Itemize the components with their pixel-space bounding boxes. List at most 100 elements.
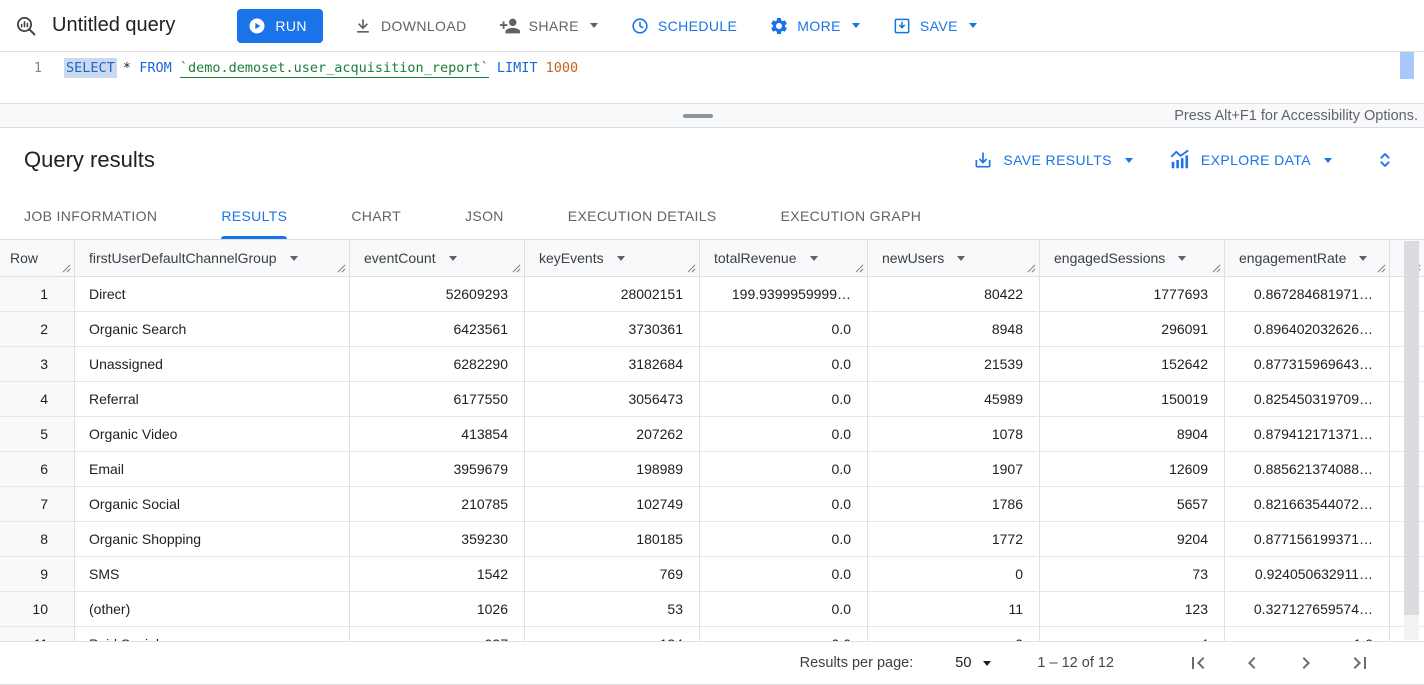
chevron-down-icon <box>1324 157 1332 163</box>
table-cell: Organic Social <box>75 487 350 521</box>
table-row[interactable]: 3 Unassigned 6282290 3182684 0.0 21539 152642 0… <box>0 347 1424 382</box>
share-button[interactable]: SHARE <box>489 8 608 44</box>
table-row[interactable]: 2 Organic Search 6423561 3730361 0.0 8948 2960… <box>0 312 1424 347</box>
tab-execution-graph[interactable]: EXECUTION GRAPH <box>780 207 922 224</box>
more-button[interactable]: MORE <box>759 8 870 44</box>
column-header-engagedsessions[interactable]: engagedSessions <box>1040 240 1225 276</box>
table-cell: 102749 <box>525 487 700 521</box>
download-button-label: DOWNLOAD <box>380 17 467 34</box>
table-scrollbar-thumb[interactable] <box>1404 241 1419 615</box>
panel-splitter[interactable]: Press Alt+F1 for Accessibility Options. <box>0 104 1424 128</box>
table-cell: 28002151 <box>525 277 700 311</box>
table-row[interactable]: 10 (other) 1026 53 0.0 11 123 0.327127659574… <box>0 592 1424 627</box>
column-label: eventCount <box>364 250 436 266</box>
column-resize-grip-icon[interactable] <box>687 264 696 273</box>
column-menu-icon[interactable] <box>448 255 457 261</box>
table-cell: 1777693 <box>1040 277 1225 311</box>
table-cell: Email <box>75 452 350 486</box>
column-resize-grip-icon[interactable] <box>1377 264 1386 273</box>
column-header-row[interactable]: Row <box>0 240 75 276</box>
editor-scrollbar-thumb[interactable] <box>1400 52 1414 79</box>
column-header-totalrevenue[interactable]: totalRevenue <box>700 240 868 276</box>
drag-handle-icon[interactable] <box>682 113 713 118</box>
column-header-newusers[interactable]: newUsers <box>868 240 1040 276</box>
table-row[interactable]: 11Paid Social9371340.0041.0 <box>0 627 1424 641</box>
next-page-button[interactable] <box>1294 651 1318 675</box>
table-row[interactable]: 5 Organic Video 413854 207262 0.0 1078 8904 0.8… <box>0 417 1424 452</box>
table-cell: 0.0 <box>700 312 868 346</box>
table-cell: Organic Search <box>75 312 350 346</box>
schedule-button[interactable]: SCHEDULE <box>620 8 747 44</box>
code-line[interactable]: SELECT * FROM `demo.demoset.user_acquisi… <box>50 52 578 103</box>
more-button-label: MORE <box>797 17 841 34</box>
column-menu-icon[interactable] <box>957 255 966 261</box>
column-resize-grip-icon[interactable] <box>512 264 521 273</box>
collapse-results-button[interactable] <box>1372 147 1398 173</box>
sql-keyword-select: SELECT <box>66 60 115 76</box>
table-cell: 198989 <box>525 452 700 486</box>
column-menu-icon[interactable] <box>289 255 298 261</box>
page-size-select[interactable]: 50 <box>955 655 992 671</box>
table-row[interactable]: 9 SMS 1542 769 0.0 0 73 0.924050632911… <box>0 557 1424 592</box>
column-menu-icon[interactable] <box>1359 255 1368 261</box>
column-resize-grip-icon[interactable] <box>1212 264 1221 273</box>
explore-data-label: EXPLORE DATA <box>1200 152 1311 168</box>
table-cell: 1907 <box>868 452 1040 486</box>
tab-results[interactable]: RESULTS <box>221 192 288 239</box>
table-row[interactable]: 7 Organic Social 210785 102749 0.0 1786 5657 0.… <box>0 487 1424 522</box>
table-cell: 8948 <box>868 312 1040 346</box>
table-row[interactable]: 8 Organic Shopping 359230 180185 0.0 1772 9204… <box>0 522 1424 557</box>
column-menu-icon[interactable] <box>616 255 625 261</box>
results-table: Row firstUserDefaultChannelGroup eventCoun… <box>0 240 1424 641</box>
sql-editor[interactable]: 1 SELECT * FROM `demo.demoset.user_acqui… <box>0 52 1424 104</box>
table-row[interactable]: 6 Email 3959679 198989 0.0 1907 12609 0.8856213… <box>0 452 1424 487</box>
save-icon <box>892 16 912 36</box>
save-results-button[interactable]: SAVE RESULTS <box>973 150 1133 170</box>
tab-chart[interactable]: CHART <box>351 207 402 224</box>
table-cell: SMS <box>75 557 350 591</box>
table-row[interactable]: 4 Referral 6177550 3056473 0.0 45989 150019 0.8… <box>0 382 1424 417</box>
table-cell: 1786 <box>868 487 1040 521</box>
sql-keyword-limit: LIMIT <box>496 60 538 76</box>
table-row[interactable]: 1 Direct 52609293 28002151 199.9399959999… 80… <box>0 277 1424 312</box>
row-number-cell: 5 <box>0 417 75 451</box>
column-label: firstUserDefaultChannelGroup <box>89 250 277 266</box>
column-resize-grip-icon[interactable] <box>62 264 71 273</box>
last-page-button[interactable] <box>1348 651 1372 675</box>
query-title[interactable]: Untitled query <box>52 14 176 36</box>
run-button[interactable]: RUN <box>237 8 323 43</box>
table-cell: Paid Social <box>75 627 350 641</box>
table-cell: 0.877156199371… <box>1225 522 1390 556</box>
table-cell: 180185 <box>525 522 700 556</box>
gear-icon <box>769 16 789 36</box>
download-icon <box>353 16 373 36</box>
table-cell: Organic Video <box>75 417 350 451</box>
column-resize-grip-icon[interactable] <box>855 264 864 273</box>
column-header-engagementrate[interactable]: engagementRate <box>1225 240 1390 276</box>
sql-table-reference[interactable]: `demo.demoset.user_acquisition_report` <box>179 60 489 78</box>
table-cell: Unassigned <box>75 347 350 381</box>
table-cell: 0.0 <box>700 592 868 626</box>
table-scrollbar[interactable] <box>1404 241 1419 640</box>
column-header-eventcount[interactable]: eventCount <box>350 240 525 276</box>
table-cell: Organic Shopping <box>75 522 350 556</box>
query-magnifier-icon <box>14 14 38 38</box>
explore-data-button[interactable]: EXPLORE DATA <box>1169 149 1332 171</box>
editor-scrollbar[interactable] <box>1400 52 1414 103</box>
tab-execution-details[interactable]: EXECUTION DETAILS <box>567 207 717 224</box>
first-page-button[interactable] <box>1186 651 1210 675</box>
column-resize-grip-icon[interactable] <box>337 264 346 273</box>
column-menu-icon[interactable] <box>809 255 818 261</box>
chart-insights-icon <box>1169 149 1191 171</box>
save-button[interactable]: SAVE <box>882 8 987 44</box>
column-menu-icon[interactable] <box>1178 255 1187 261</box>
column-header-keyevents[interactable]: keyEvents <box>525 240 700 276</box>
row-number-cell: 9 <box>0 557 75 591</box>
download-button[interactable]: DOWNLOAD <box>343 8 477 44</box>
column-header-firstuserdefaultchannelgroup[interactable]: firstUserDefaultChannelGroup <box>75 240 350 276</box>
column-resize-grip-icon[interactable] <box>1027 264 1036 273</box>
tab-json[interactable]: JSON <box>465 207 504 224</box>
row-number-cell: 7 <box>0 487 75 521</box>
prev-page-button[interactable] <box>1240 651 1264 675</box>
tab-job-information[interactable]: JOB INFORMATION <box>24 207 158 224</box>
